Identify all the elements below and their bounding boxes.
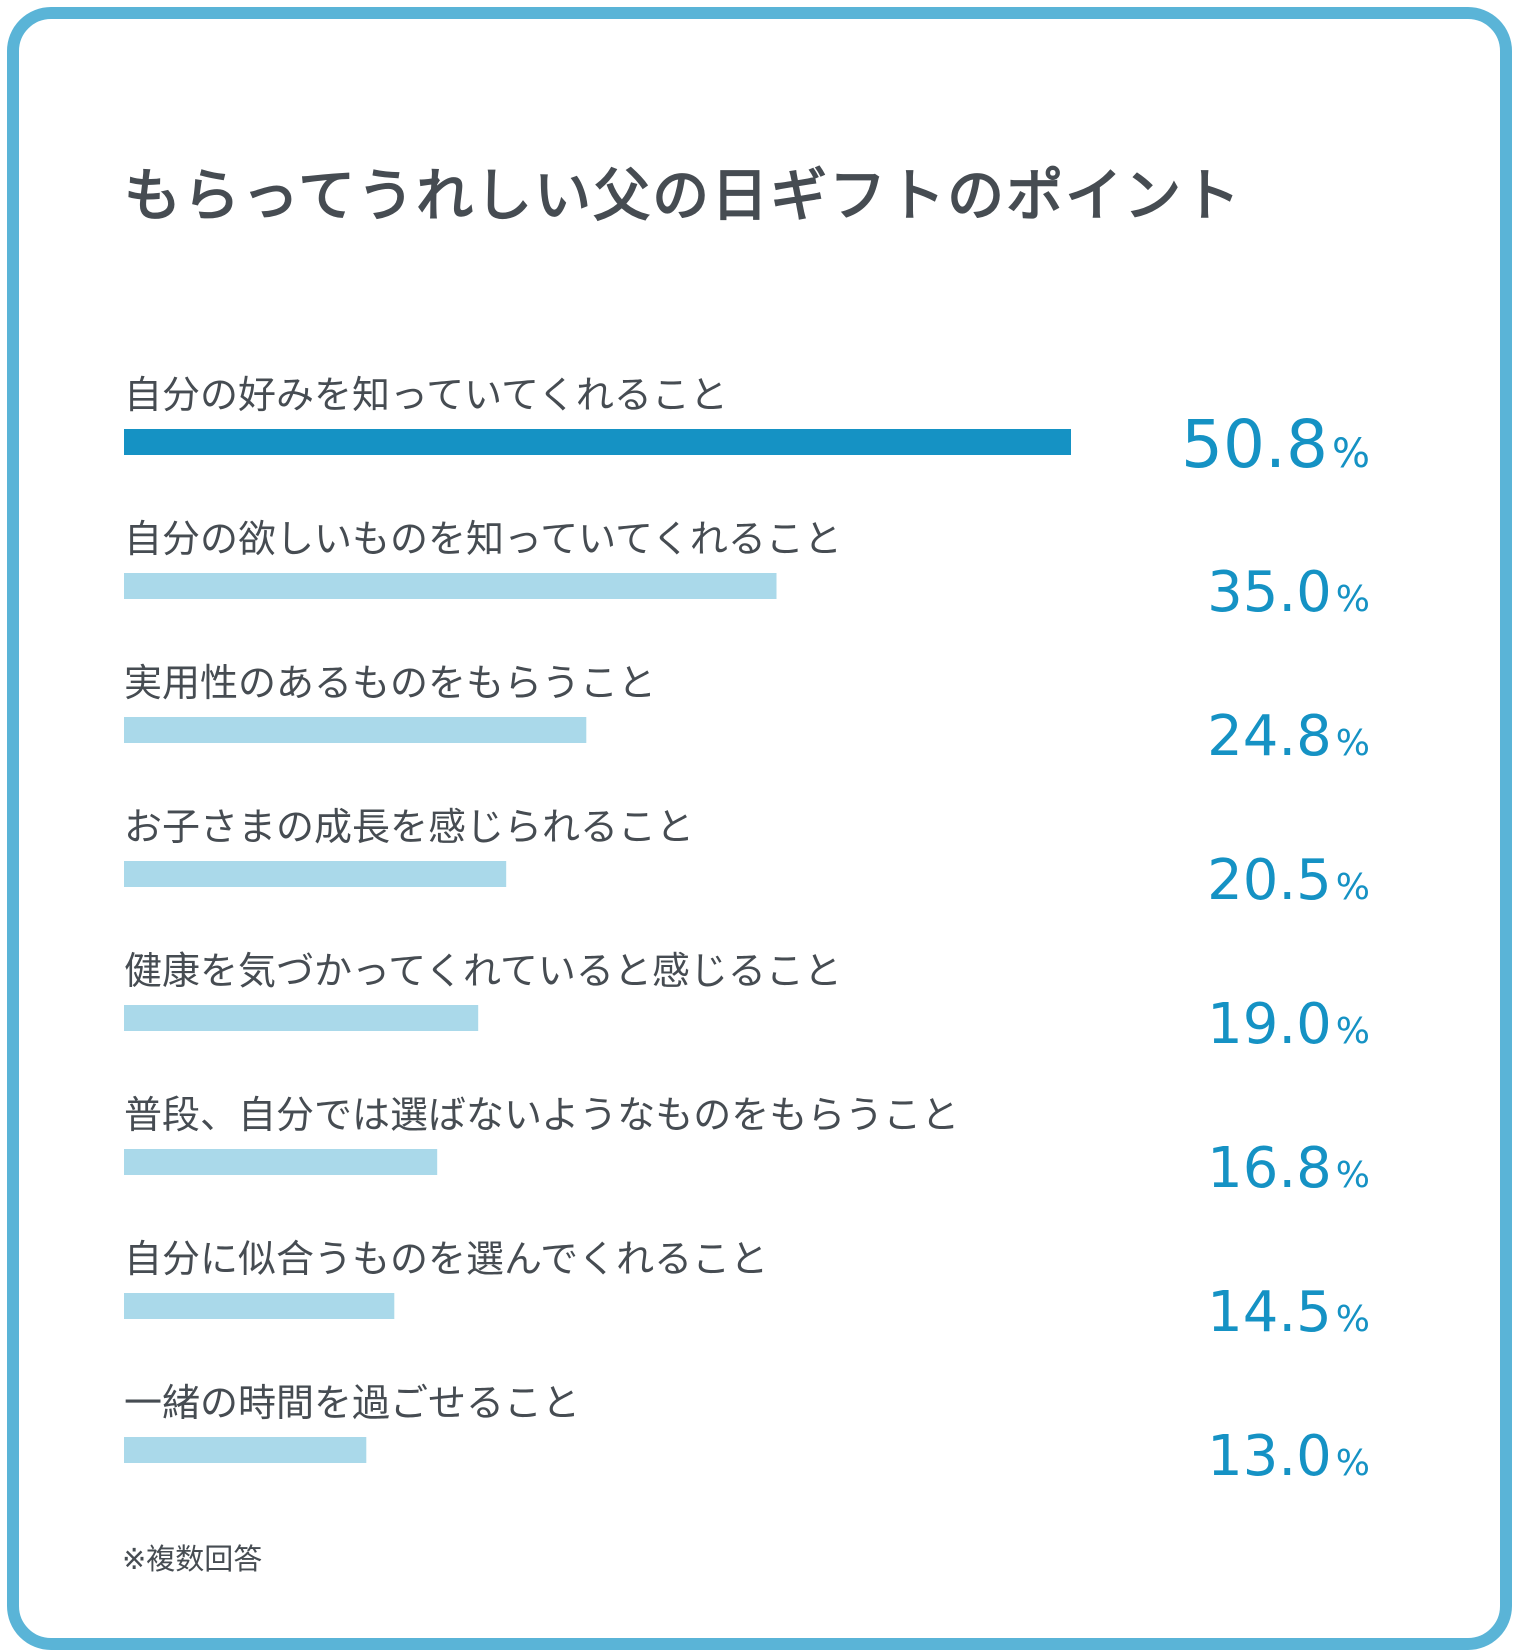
bar [124,573,777,599]
value-label: 13.0% [1207,1424,1370,1489]
category-label: 自分に似合うものを選んでくれること [124,1237,768,1281]
bar [124,717,587,743]
category-label: 一緒の時間を過ごせること [124,1381,580,1425]
bar [124,429,1071,455]
percent-sign: % [1336,867,1370,908]
value-number: 13.0 [1207,1424,1332,1489]
category-label: 実用性のあるものをもらうこと [124,661,656,705]
bar-row: お子さまの成長を感じられること 20.5% [124,805,1370,913]
chart-title: もらってうれしい父の日ギフトのポイント [124,163,1243,229]
percent-sign: % [1336,1011,1370,1052]
value-label: 16.8% [1207,1136,1370,1201]
value-number: 50.8 [1181,406,1328,483]
percent-sign: % [1336,1443,1370,1484]
category-label: 自分の好みを知っていてくれること [124,373,728,417]
bar-row: 健康を気づかってくれていると感じること 19.0% [124,949,1370,1057]
bar [124,1005,479,1031]
card-frame [7,7,1512,1650]
bar [124,1149,438,1175]
category-label: 健康を気づかってくれていると感じること [124,949,842,993]
bar-row: 自分の好みを知っていてくれること 50.8% [124,373,1370,483]
category-label: 自分の欲しいものを知っていてくれること [124,517,842,561]
value-number: 20.5 [1207,848,1332,913]
bar-row: 実用性のあるものをもらうこと 24.8% [124,661,1370,769]
bar [124,861,507,887]
percent-sign: % [1336,723,1370,764]
value-number: 16.8 [1207,1136,1332,1201]
value-number: 19.0 [1207,992,1332,1057]
value-number: 24.8 [1207,704,1332,769]
bar [124,1437,367,1463]
value-label: 35.0% [1207,560,1370,625]
value-number: 35.0 [1207,560,1332,625]
percent-sign: % [1336,1155,1370,1196]
bar-row: 自分に似合うものを選んでくれること 14.5% [124,1237,1370,1345]
percent-sign: % [1336,579,1370,620]
value-number: 14.5 [1207,1280,1332,1345]
bar-row: 自分の欲しいものを知っていてくれること 35.0% [124,517,1370,625]
value-label: 20.5% [1207,848,1370,913]
bar-row: 普段、自分では選ばないようなものをもらうこと 16.8% [124,1093,1370,1201]
bar-row: 一緒の時間を過ごせること 13.0% [124,1381,1370,1489]
category-label: 普段、自分では選ばないようなものをもらうこと [124,1093,959,1137]
bar [124,1293,395,1319]
value-label: 14.5% [1207,1280,1370,1345]
footnote: ※複数回答 [122,1542,263,1576]
value-label: 19.0% [1207,992,1370,1057]
category-label: お子さまの成長を感じられること [124,805,694,849]
value-label: 50.8% [1181,406,1370,483]
percent-sign: % [1336,1299,1370,1340]
value-label: 24.8% [1207,704,1370,769]
percent-sign: % [1332,431,1370,477]
